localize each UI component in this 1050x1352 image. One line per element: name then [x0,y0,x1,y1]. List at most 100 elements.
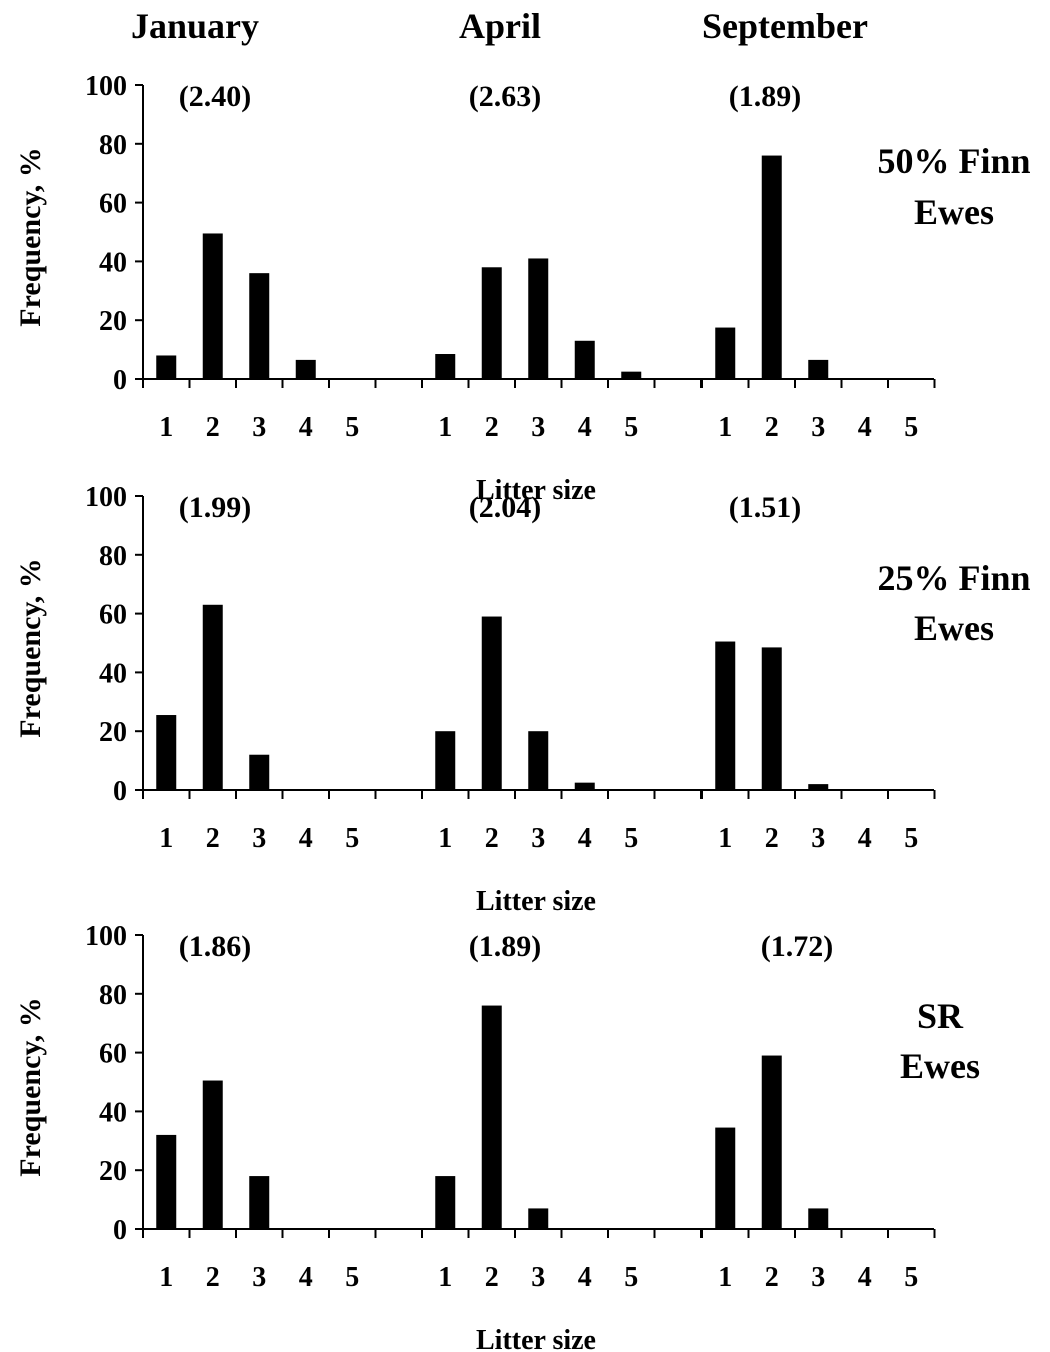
panel-2-bar-september-1 [715,641,736,790]
panel-1-y-tick-label-40: 40 [99,247,127,278]
panel-2-category-label: 1 [438,823,452,854]
panel-3-category-label: 5 [904,1262,918,1293]
panel-3-category-label: 5 [624,1262,638,1293]
panel-2-y-tick-label-40: 40 [99,658,127,689]
panel-1-x-axis-title: Litter size [476,475,596,506]
panel-3-group-label: Ewes [900,1046,980,1086]
panel-2-category-label: 5 [345,823,359,854]
panel-2-bar-september-2 [761,647,782,790]
panel-1-bar-april-1 [435,354,456,379]
panel-2-category-label: 1 [159,823,173,854]
panel-1-category-label: 2 [206,412,220,443]
panel-1-bar-january-1 [156,355,177,379]
panel-3-bar-april-2 [481,1005,502,1229]
panel-1-y-tick-label-80: 80 [99,130,127,161]
panel-3-mean-label-january: (1.86) [179,930,251,963]
panel-2-bar-january-1 [156,715,177,790]
panel-3-category-label: 3 [811,1262,825,1293]
panel-2-bar-april-2 [481,616,502,790]
panel-3-x-axis-title: Litter size [476,1325,596,1352]
panel-3-category-label: 2 [765,1262,779,1293]
month-header-april: April [459,6,541,46]
panel-3-category-label: 5 [345,1262,359,1293]
panel-3-category-label: 2 [206,1262,220,1293]
panel-2-y-tick-label-20: 20 [99,717,127,748]
panel-2-bar-april-4 [574,782,595,790]
panel-1-bar-september-1 [715,327,736,379]
panel-2-category-label: 5 [624,823,638,854]
panel-2-category-label: 4 [578,823,592,854]
panel-1-category-label: 1 [438,412,452,443]
panel-3-bar-september-1 [715,1127,736,1229]
panel-2-category-label: 3 [531,823,545,854]
panel-1-category-label: 1 [718,412,732,443]
panel-1-y-tick-label-0: 0 [113,365,127,396]
panel-1-bar-april-2 [481,267,502,379]
panel-2-mean-label-september: (1.51) [729,491,801,524]
panel-2-group-label: Ewes [914,608,994,648]
panel-3-bar-january-2 [202,1080,223,1229]
panel-1-bar-january-3 [249,273,270,379]
panel-1-y-tick-label-20: 20 [99,306,127,337]
panel-1-group-label: Ewes [914,192,994,232]
panel-2-bar-april-1 [435,731,456,790]
panel-1-category-label: 3 [811,412,825,443]
panel-2-mean-label-april: (2.04) [469,491,541,524]
panel-3-y-tick-label-0: 0 [113,1215,127,1246]
panel-3-category-label: 1 [438,1262,452,1293]
panel-3-bar-april-3 [528,1208,549,1229]
panel-3-bar-january-1 [156,1134,177,1229]
panel-2-category-label: 4 [858,823,872,854]
panel-1-category-label: 3 [531,412,545,443]
panel-3-category-label: 2 [485,1262,499,1293]
panel-2-group-label: 25% Finn [877,558,1030,598]
panel-2-bar-january-3 [249,754,270,790]
panel-3-y-axis-title: Frequency, % [14,997,47,1176]
panel-3-y-tick-label-20: 20 [99,1156,127,1187]
panel-1-bar-september-2 [761,155,782,379]
panel-3-category-label: 4 [299,1262,313,1293]
panel-3-bar-september-2 [761,1055,782,1229]
panel-2-y-tick-label-80: 80 [99,541,127,572]
panel-3-category-label: 4 [578,1262,592,1293]
panel-2-y-axis-title: Frequency, % [14,558,47,737]
panel-3-mean-label-april: (1.89) [469,930,541,963]
panel-3-bar-january-3 [249,1176,270,1229]
panel-1-category-label: 4 [858,412,872,443]
panel-3-y-tick-label-40: 40 [99,1097,127,1128]
panel-2-category-label: 4 [299,823,313,854]
panel-1-category-label: 2 [485,412,499,443]
panel-1-category-label: 1 [159,412,173,443]
panel-2-mean-label-january: (1.99) [179,491,251,524]
panel-1-mean-label-january: (2.40) [179,80,251,113]
panel-1-y-tick-label-100: 100 [85,71,127,102]
panel-1-category-label: 4 [578,412,592,443]
panel-3-bar-april-1 [435,1176,456,1229]
panel-3-group-label: SR [917,996,964,1036]
panel-3-category-label: 3 [531,1262,545,1293]
panel-2-category-label: 1 [718,823,732,854]
panel-2-bar-january-2 [202,604,223,790]
panel-1-mean-label-september: (1.89) [729,80,801,113]
panel-1-bar-april-3 [528,258,549,379]
panel-1-category-label: 5 [624,412,638,443]
panel-2-bar-april-3 [528,731,549,790]
panel-2-category-label: 2 [485,823,499,854]
panel-3-mean-label-september: (1.72) [761,930,833,963]
panel-3-y-tick-label-60: 60 [99,1039,127,1070]
panel-2-y-tick-label-100: 100 [85,482,127,513]
panel-2-category-label: 2 [206,823,220,854]
panel-1-mean-label-april: (2.63) [469,80,541,113]
panel-3-category-label: 1 [718,1262,732,1293]
panel-1-group-label: 50% Finn [877,141,1030,181]
panel-1-bar-january-2 [202,233,223,379]
panel-2-category-label: 3 [811,823,825,854]
panel-2-category-label: 5 [904,823,918,854]
panel-3-category-label: 1 [159,1262,173,1293]
panel-1-category-label: 5 [345,412,359,443]
panel-2-category-label: 2 [765,823,779,854]
panel-1-category-label: 2 [765,412,779,443]
panel-2-x-axis-title: Litter size [476,886,596,917]
panel-2-category-label: 3 [252,823,266,854]
